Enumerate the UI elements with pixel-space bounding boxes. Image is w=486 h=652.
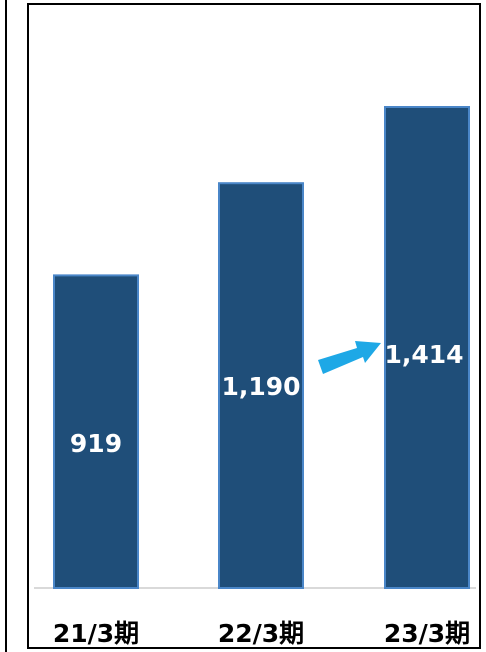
growth-arrow-icon <box>318 341 381 374</box>
bar-3 <box>384 106 470 589</box>
x-tick-label: 23/3期 <box>384 619 470 648</box>
data-label-3: 1,414 <box>384 340 463 369</box>
data-label-1: 919 <box>70 429 122 458</box>
x-tick-label: 22/3期 <box>218 619 304 648</box>
left-border-line <box>5 0 7 652</box>
x-tick-label: 21/3期 <box>53 619 139 648</box>
data-label-2: 1,190 <box>221 372 300 401</box>
chart-panel <box>27 3 481 649</box>
bar-2 <box>218 182 304 589</box>
bar-1 <box>53 274 139 589</box>
